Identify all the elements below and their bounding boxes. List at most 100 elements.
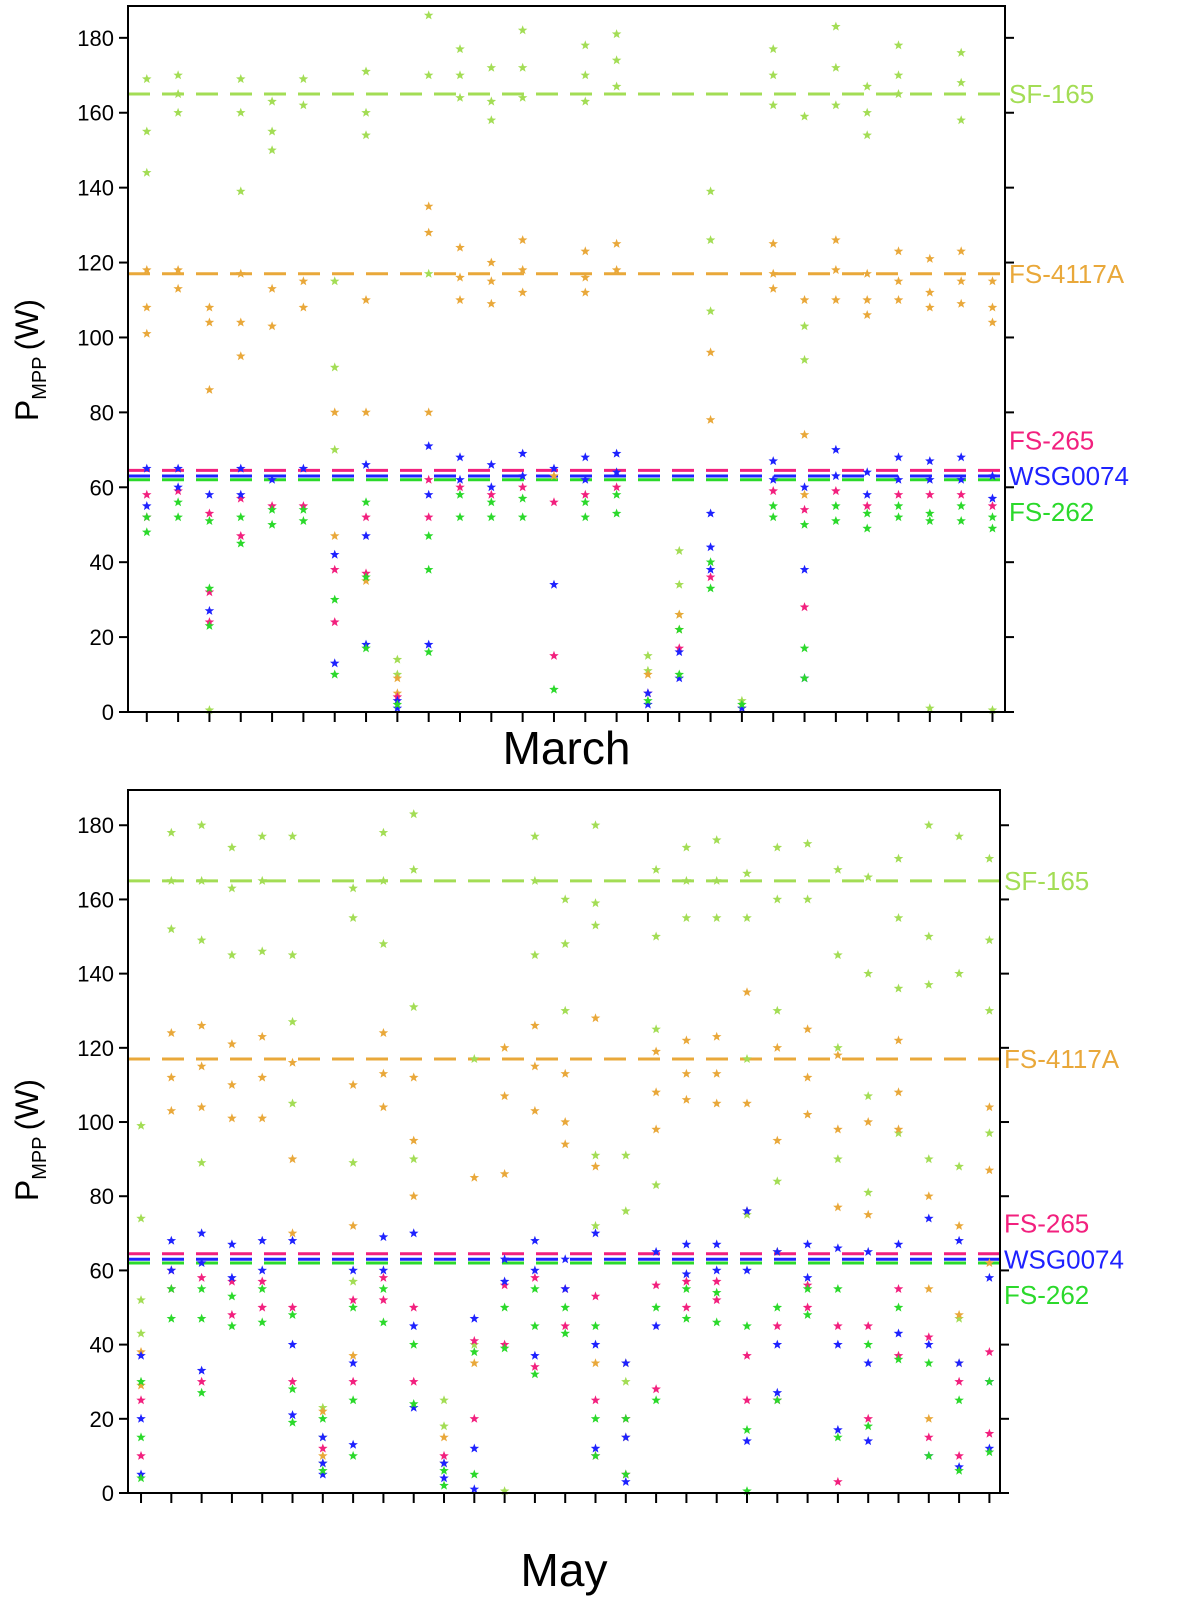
data-point: [330, 564, 340, 574]
data-point: [893, 501, 904, 511]
data-point: [530, 875, 540, 885]
data-point: [742, 1265, 752, 1275]
data-point: [590, 1443, 601, 1453]
data-point: [611, 448, 622, 458]
data-point: [712, 1276, 722, 1286]
data-point: [227, 1079, 237, 1089]
data-point: [409, 1191, 419, 1201]
data-point: [298, 276, 309, 286]
data-point: [643, 688, 653, 698]
data-point: [925, 253, 935, 263]
data-point: [348, 1157, 358, 1167]
data-point: [469, 1484, 480, 1494]
data-point: [833, 1321, 843, 1331]
data-point: [378, 1317, 389, 1327]
data-point: [361, 572, 371, 582]
data-point: [409, 1072, 419, 1082]
data-point: [298, 100, 309, 110]
data-point: [590, 1161, 601, 1171]
data-point: [712, 1068, 722, 1078]
data-point: [469, 1347, 480, 1357]
data-point: [423, 201, 434, 211]
data-point: [621, 1206, 631, 1216]
data-point: [956, 115, 966, 125]
data-point: [742, 1098, 752, 1108]
data-point: [737, 703, 747, 713]
data-point: [196, 1061, 207, 1071]
data-point: [956, 276, 966, 286]
y-tick-label: 180: [77, 813, 114, 838]
data-point: [833, 1154, 843, 1164]
data-point: [799, 519, 810, 529]
data-point: [580, 287, 590, 297]
data-point: [348, 1276, 358, 1286]
data-point: [227, 1291, 237, 1301]
data-point: [227, 1276, 237, 1286]
data-point: [833, 1042, 843, 1052]
data-point: [924, 1358, 934, 1368]
data-point: [772, 1302, 783, 1312]
data-point: [439, 1450, 449, 1460]
data-point: [925, 508, 935, 518]
reference-label: WSG0074: [1009, 461, 1129, 491]
data-point: [348, 1302, 358, 1312]
data-point: [712, 835, 722, 845]
data-point: [267, 504, 277, 514]
y-tick-label: 120: [77, 251, 114, 276]
data-point: [925, 703, 935, 713]
data-point: [204, 605, 215, 615]
data-point: [196, 1020, 207, 1030]
data-point: [423, 10, 434, 20]
data-point: [530, 1284, 540, 1293]
data-point: [330, 444, 340, 454]
data-point: [580, 96, 590, 106]
data-point: [611, 508, 622, 518]
data-point: [423, 647, 434, 657]
data-point: [712, 1287, 722, 1297]
data-point: [621, 1376, 631, 1386]
data-point: [580, 452, 590, 462]
data-point: [409, 1339, 419, 1349]
data-point: [267, 321, 277, 331]
data-point: [136, 1328, 146, 1338]
data-point: [486, 96, 497, 106]
data-point: [423, 531, 434, 540]
data-point: [802, 1272, 813, 1282]
data-point: [862, 295, 872, 305]
data-point: [590, 820, 601, 830]
data-point: [651, 864, 661, 874]
data-point: [196, 875, 207, 885]
data-point: [954, 1313, 964, 1323]
data-point: [204, 489, 215, 499]
data-point: [802, 1109, 813, 1119]
data-point: [833, 1284, 843, 1293]
data-point: [651, 1302, 661, 1312]
data-point: [924, 931, 934, 941]
data-point: [287, 831, 298, 841]
data-point: [987, 276, 998, 286]
data-point: [378, 1232, 389, 1242]
data-point: [166, 875, 177, 885]
x-axis-label: May: [521, 1544, 608, 1596]
data-point: [361, 66, 371, 76]
data-point: [439, 1465, 449, 1475]
data-point: [142, 489, 152, 499]
data-point: [560, 1321, 570, 1331]
data-point: [799, 321, 810, 331]
data-point: [173, 265, 183, 275]
data-point: [530, 1265, 540, 1275]
panel: 0 20 40 60 80 100 120 140 160 180 SF-165 FS-4117A FS…: [9, 789, 1124, 1596]
data-point: [681, 913, 692, 922]
data-point: [984, 1447, 995, 1457]
data-point: [142, 265, 152, 275]
data-point: [712, 1265, 722, 1275]
data-point: [742, 868, 752, 878]
data-point: [530, 950, 540, 960]
data-point: [799, 295, 810, 305]
data-point: [681, 875, 692, 885]
data-point: [486, 482, 497, 492]
data-point: [987, 302, 998, 312]
data-point: [257, 1302, 267, 1312]
data-point: [862, 310, 872, 319]
